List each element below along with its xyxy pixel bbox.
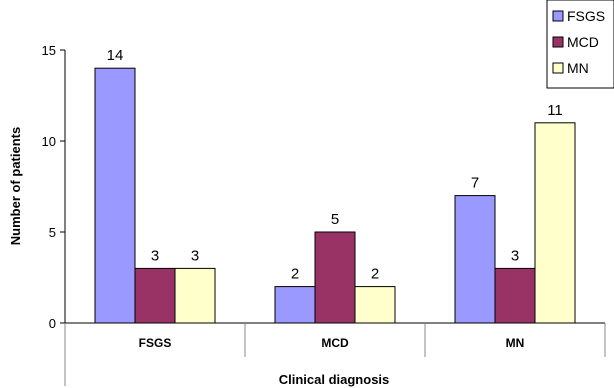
bar-fsgs-mn	[454, 195, 496, 324]
y-tick-label: 15	[42, 43, 56, 58]
category-label: FSGS	[139, 336, 172, 350]
legend-label: MN	[567, 60, 589, 76]
data-label: 3	[511, 247, 519, 264]
y-axis-title: Number of patients	[8, 127, 23, 245]
data-label: 3	[191, 247, 199, 264]
legend-swatch	[552, 10, 564, 22]
bar-mn-fsgs	[174, 267, 216, 324]
legend-swatch	[552, 36, 564, 48]
bar-mcd-fsgs	[134, 267, 176, 324]
data-label: 7	[471, 175, 479, 192]
bar-mn-mn	[534, 122, 576, 324]
data-label: 2	[371, 266, 379, 283]
legend-label: MCD	[567, 34, 599, 50]
bar-fsgs-fsgs	[94, 67, 136, 324]
category-label: MN	[506, 336, 525, 350]
bar-mcd-mcd	[314, 231, 356, 324]
y-tick-label: 0	[49, 316, 56, 331]
bar-mn-mcd	[354, 286, 396, 324]
y-tick-label: 5	[49, 225, 56, 240]
legend-label: FSGS	[567, 8, 605, 24]
y-axis: 0 5 10 15	[42, 43, 66, 331]
bars	[94, 67, 576, 324]
data-label: 5	[331, 211, 339, 228]
category-label: MCD	[321, 336, 349, 350]
x-axis-title: Clinical diagnosis	[279, 372, 390, 387]
legend: FSGS MCD MN	[546, 0, 614, 89]
data-label: 3	[151, 247, 159, 264]
legend-swatch	[552, 62, 564, 74]
bar-fsgs-mcd	[274, 286, 316, 324]
data-label: 14	[107, 47, 124, 64]
data-labels: 14 2 7 3 5 3 3 2 11	[107, 47, 563, 282]
data-label: 11	[547, 102, 563, 119]
y-tick-label: 10	[42, 134, 56, 149]
bar-mcd-mn	[494, 267, 536, 324]
data-label: 2	[291, 266, 299, 283]
